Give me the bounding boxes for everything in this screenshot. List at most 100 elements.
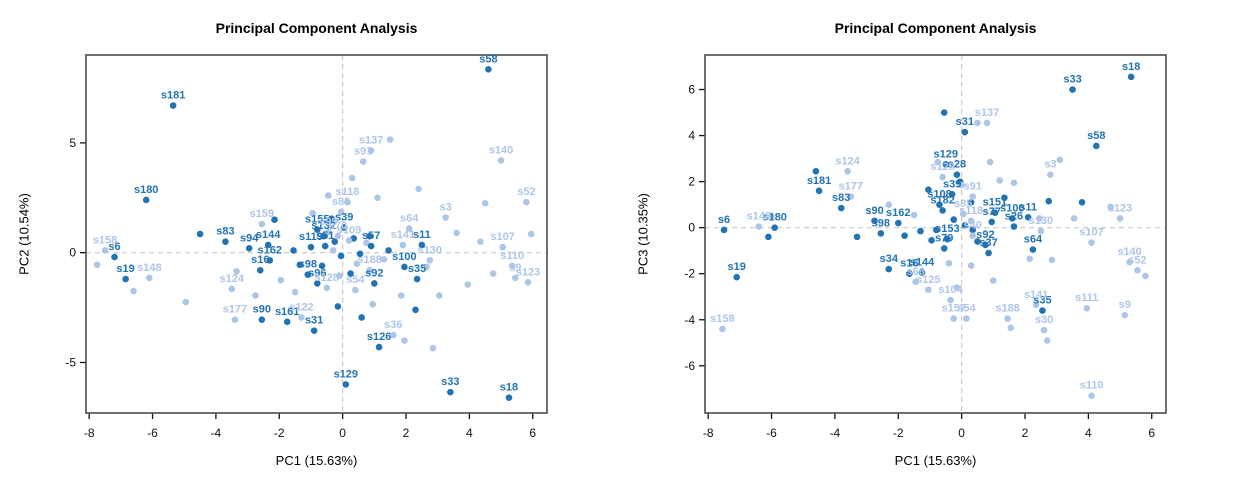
data-point	[1035, 215, 1043, 222]
data-point	[325, 228, 332, 236]
chart-title: Principal Component Analysis	[215, 20, 418, 36]
y-tick-label: 0	[688, 221, 695, 235]
x-tick-label: 4	[466, 426, 473, 440]
data-point	[1047, 171, 1054, 179]
point-label: s162	[258, 244, 282, 256]
data-point	[111, 253, 118, 261]
data-point	[918, 269, 926, 276]
data-point	[447, 388, 454, 396]
data-point	[415, 185, 422, 193]
data-point	[1083, 304, 1091, 312]
point-label: s11	[413, 229, 431, 241]
data-point	[429, 344, 437, 352]
point-label: s85	[332, 196, 350, 208]
point-label: s58	[1087, 130, 1105, 142]
data-point	[310, 327, 318, 334]
data-point	[291, 288, 299, 296]
point-label: s33	[1063, 74, 1081, 86]
data-point	[523, 198, 530, 206]
data-point	[1134, 266, 1141, 274]
data-point	[1010, 223, 1018, 230]
data-point	[359, 158, 367, 165]
point-label: s140	[1117, 246, 1141, 258]
data-point	[1024, 214, 1032, 221]
point-label: s141	[391, 229, 415, 241]
data-point	[939, 207, 946, 214]
point-label: s11	[1019, 201, 1037, 213]
data-point	[871, 217, 878, 225]
point-label: s181	[161, 90, 185, 102]
x-tick-label: 6	[1148, 426, 1155, 440]
data-point	[1116, 215, 1124, 222]
data-point	[367, 147, 375, 154]
point-label: s3	[439, 202, 451, 214]
plot-box	[704, 54, 1167, 414]
data-point	[93, 261, 101, 269]
data-point	[1001, 194, 1008, 202]
point-label: s118	[335, 186, 359, 198]
x-tick-label: 2	[403, 426, 410, 440]
data-point	[337, 208, 345, 216]
data-point	[936, 201, 943, 208]
data-point	[386, 136, 394, 143]
point-label: s91	[354, 146, 372, 158]
data-point	[366, 232, 373, 240]
data-point	[423, 263, 430, 271]
point-label: s90	[865, 205, 883, 217]
point-label: s125	[916, 274, 940, 286]
data-point	[815, 187, 823, 195]
point-label: s94	[240, 232, 259, 244]
point-label: s148	[137, 262, 161, 274]
data-point	[222, 238, 229, 245]
data-point	[356, 250, 364, 258]
data-point	[812, 167, 820, 175]
point-label: s110	[1080, 380, 1104, 392]
data-point	[961, 128, 969, 136]
data-point	[1121, 311, 1129, 319]
data-point	[917, 227, 924, 235]
data-point	[894, 219, 902, 227]
data-point	[986, 158, 994, 166]
data-point	[256, 266, 264, 274]
point-label: s123	[516, 266, 540, 278]
data-point	[912, 278, 919, 286]
y-axis-label: PC2 (10.54%)	[16, 193, 32, 275]
y-tick-label: 0	[69, 246, 76, 260]
scatter-canvas-pc1-pc3: -8 -6 -4 -2 0 2 4 6 -6 -4 -2 0 2 4 6 s18 s33 s31 s129 s58 s1…	[684, 54, 1167, 440]
point-label: s118	[959, 205, 983, 217]
data-point	[298, 314, 305, 321]
point-label: s126	[367, 331, 391, 343]
data-point	[309, 209, 316, 217]
data-point	[258, 220, 266, 228]
point-label: s6	[718, 214, 730, 226]
data-point	[418, 241, 426, 249]
data-point	[385, 247, 392, 254]
data-point	[1142, 272, 1149, 280]
point-label: s58	[479, 53, 497, 65]
y-tick-label: 6	[688, 83, 695, 97]
data-point	[453, 229, 461, 237]
data-point	[347, 270, 354, 277]
x-tick-label: -4	[211, 426, 222, 440]
point-label: s128	[930, 161, 954, 173]
data-point	[329, 247, 337, 254]
data-point	[245, 244, 253, 252]
data-point	[1088, 392, 1095, 400]
point-label: s35	[1033, 295, 1051, 307]
point-label: s157	[941, 303, 965, 315]
point-label: s141	[1024, 289, 1048, 301]
point-label: s159	[250, 208, 274, 220]
data-point	[974, 238, 981, 245]
data-point	[283, 318, 291, 326]
point-label: s151	[983, 197, 1007, 209]
point-label: s144	[910, 257, 935, 269]
data-point	[985, 249, 992, 257]
x-tick-label: -4	[830, 426, 841, 440]
point-label: s130	[1029, 215, 1053, 227]
point-label: s158	[710, 313, 734, 325]
point-label: s124	[835, 155, 860, 167]
data-point	[906, 270, 913, 278]
data-point	[397, 292, 405, 299]
data-point	[765, 233, 772, 241]
